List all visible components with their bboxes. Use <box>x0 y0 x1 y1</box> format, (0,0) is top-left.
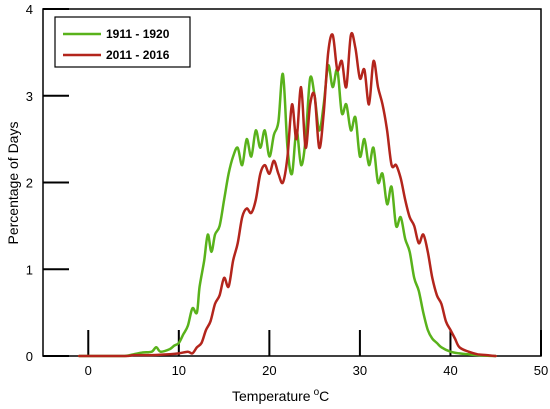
x-tick-label-30: 30 <box>353 363 367 378</box>
y-axis-title: Percentage of Days <box>5 122 21 245</box>
series-layer <box>77 32 497 358</box>
y-tick-label-0: 0 <box>26 349 33 364</box>
x-tick-label-10: 10 <box>172 363 186 378</box>
legend-box <box>54 16 191 68</box>
tick-labels: 0 10 20 30 40 50 0 1 2 3 4 <box>26 2 548 378</box>
axis-ticks <box>43 8 542 357</box>
x-axis-title-unit: C <box>319 388 329 404</box>
y-tick-label-1: 1 <box>26 262 33 277</box>
y-tick-label-4: 4 <box>26 2 33 17</box>
series-line-2011-2016 <box>77 32 497 358</box>
x-axis-title: Temperature oC <box>232 387 329 404</box>
x-axis-title-degree: o <box>314 387 320 398</box>
x-axis-title-text: Temperature <box>232 388 311 404</box>
x-tick-label-40: 40 <box>443 363 457 378</box>
x-tick-label-0: 0 <box>85 363 92 378</box>
x-tick-label-50: 50 <box>534 363 548 378</box>
x-tick-label-20: 20 <box>262 363 276 378</box>
y-tick-label-2: 2 <box>26 176 33 191</box>
legend: 1911 - 1920 2011 - 2016 <box>54 16 191 68</box>
legend-label-2011-2016: 2011 - 2016 <box>106 48 170 62</box>
y-tick-label-3: 3 <box>26 89 33 104</box>
legend-label-1911-1920: 1911 - 1920 <box>106 27 170 41</box>
series-line-1911-1920 <box>77 64 497 358</box>
